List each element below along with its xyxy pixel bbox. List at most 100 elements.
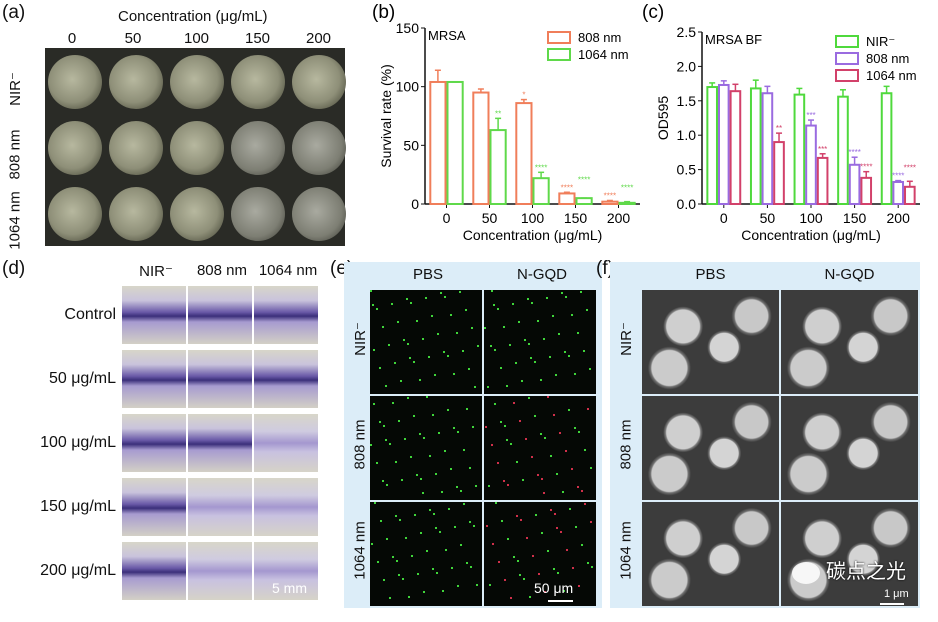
wechat-icon	[792, 562, 820, 584]
bar	[805, 124, 817, 205]
significance-mark: ****	[621, 183, 633, 192]
biofilm-image	[188, 542, 252, 600]
row-label: 1064 nm	[6, 191, 24, 250]
agar-plate	[48, 55, 102, 109]
column-label: PBS	[412, 266, 443, 283]
column-label: PBS	[695, 266, 726, 283]
bar	[761, 92, 774, 205]
biofilm-image	[122, 542, 186, 600]
sem-image	[642, 290, 779, 394]
panel-f-label: (f)	[596, 258, 614, 279]
row-label: 808 nm	[617, 419, 635, 470]
bar	[837, 95, 849, 205]
row-label: 1064 nm	[617, 521, 635, 580]
bar	[601, 200, 619, 206]
legend-swatch	[835, 35, 859, 48]
agar-plate	[231, 55, 285, 109]
panel-label: (b)	[372, 2, 395, 23]
bar	[706, 86, 718, 205]
bar	[793, 93, 806, 205]
row-label: 100 μg/mL	[40, 434, 116, 451]
bar	[860, 176, 873, 206]
panel-d-label: (d)	[2, 258, 26, 279]
column-label: 1064 nm	[258, 262, 318, 279]
y-axis-label: Survival rate (%)	[378, 64, 394, 167]
column-label: 0	[67, 30, 77, 47]
x-tick-label: 100	[799, 210, 823, 226]
biofilm-image	[122, 350, 186, 408]
legend-label: NIR⁻	[866, 34, 895, 49]
agar-plate	[48, 121, 102, 175]
panel-a-title: Concentration (μg/mL)	[118, 8, 268, 25]
biofilm-image	[188, 286, 252, 344]
significance-mark: ****	[561, 183, 573, 192]
legend-swatch	[835, 52, 859, 65]
column-label: 150	[245, 30, 271, 47]
biofilm-image	[254, 350, 318, 408]
significance-mark: **	[776, 124, 782, 133]
bar	[489, 129, 507, 205]
x-axis-label: Concentration (μg/mL)	[463, 227, 603, 243]
scale-bar-e	[548, 600, 573, 602]
legend-label: 808 nm	[578, 30, 621, 45]
bar	[904, 185, 916, 206]
agar-plate	[109, 55, 163, 109]
agar-plate	[170, 187, 224, 241]
fluorescence-image	[484, 502, 596, 606]
y-tick-label: 2.5	[677, 24, 697, 40]
y-tick-label: 0.5	[677, 162, 697, 178]
x-tick-label: 150	[843, 210, 867, 226]
column-label: 200	[306, 30, 332, 47]
y-tick-label: 2.0	[677, 58, 697, 74]
bar	[773, 141, 785, 205]
agar-plate	[48, 187, 102, 241]
biofilm-image	[188, 350, 252, 408]
x-tick-label: 50	[482, 210, 498, 226]
scale-bar-d-label: 5 mm	[272, 580, 307, 596]
chart-annotation: MRSA	[428, 28, 466, 43]
significance-mark: ****	[604, 191, 616, 200]
row-label: 50 μg/mL	[48, 370, 116, 387]
bar	[816, 156, 829, 206]
x-tick-label: 200	[887, 210, 911, 226]
significance-mark: **	[495, 109, 501, 118]
y-tick-label: 0.0	[677, 196, 697, 212]
bar	[446, 80, 464, 205]
sem-image	[642, 502, 779, 606]
biofilm-image	[254, 542, 318, 600]
y-tick-label: 1.0	[677, 127, 697, 143]
significance-mark: ****	[578, 175, 590, 184]
column-label: 808 nm	[196, 262, 248, 279]
bar	[717, 83, 730, 205]
column-label: 50	[124, 30, 142, 47]
biofilm-image	[122, 414, 186, 472]
fluorescence-image	[370, 502, 482, 606]
y-tick-label: 0	[411, 196, 419, 212]
column-label: NIR⁻	[139, 263, 173, 280]
bar	[472, 91, 490, 205]
bar	[848, 163, 861, 205]
significance-mark: ***	[806, 111, 815, 120]
biofilm-image	[254, 478, 318, 536]
watermark: 碳点之光	[826, 561, 906, 583]
agar-plate	[170, 121, 224, 175]
biofilm-image	[122, 478, 186, 536]
bar	[880, 92, 893, 205]
biofilm-image	[188, 414, 252, 472]
x-tick-label: 100	[521, 210, 545, 226]
row-label: NIR⁻	[7, 72, 24, 106]
fluorescence-image	[370, 290, 482, 394]
row-label: Control	[64, 306, 116, 323]
bar	[618, 201, 636, 205]
bar	[429, 80, 447, 205]
panel-label: (c)	[642, 2, 664, 23]
biofilm-image	[254, 414, 318, 472]
column-label: N-GQD	[517, 266, 567, 283]
legend-label: 1064 nm	[578, 47, 629, 62]
row-label: 200 μg/mL	[40, 562, 116, 579]
significance-mark: ****	[860, 163, 872, 172]
bar	[532, 177, 550, 205]
bar	[558, 192, 576, 206]
